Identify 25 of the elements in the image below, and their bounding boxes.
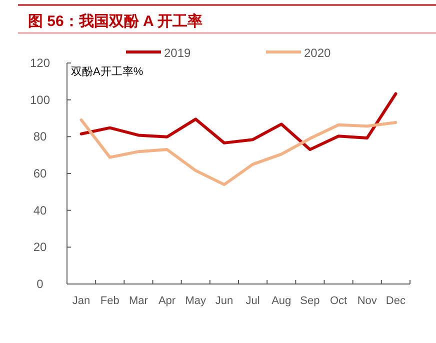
legend-label: 2020 [304, 46, 332, 60]
y-axis-title: 双酚A开工率% [71, 65, 144, 78]
line-series [80, 92, 398, 152]
x-tick-label: Oct [330, 295, 348, 307]
y-tick-label: 0 [36, 277, 44, 291]
x-tick-label: Aug [272, 295, 292, 307]
y-tick-label: 100 [30, 92, 50, 107]
x-tick-label: Nov [357, 295, 378, 307]
x-tick-label: Jun [215, 295, 234, 307]
legend-label: 2019 [164, 46, 192, 60]
x-tick-label: Sep [300, 295, 320, 307]
line-series [80, 118, 398, 186]
x-tick-label: Mar [128, 295, 148, 307]
x-tick-label: Jul [246, 295, 260, 307]
x-tick-label: Apr [158, 295, 176, 307]
chart-title: 图 56：我国双酚 A 开工率 [28, 12, 202, 30]
y-tick-label: 40 [33, 203, 47, 218]
x-tick-label: May [185, 295, 207, 307]
x-tick-label: Feb [100, 295, 120, 307]
x-tick-label: Dec [386, 295, 406, 307]
y-tick-label: 80 [33, 130, 47, 144]
y-tick-label: 120 [30, 56, 50, 70]
x-tick-label: Jan [72, 295, 90, 307]
y-tick-label: 20 [33, 240, 47, 254]
y-tick-label: 60 [33, 166, 47, 180]
